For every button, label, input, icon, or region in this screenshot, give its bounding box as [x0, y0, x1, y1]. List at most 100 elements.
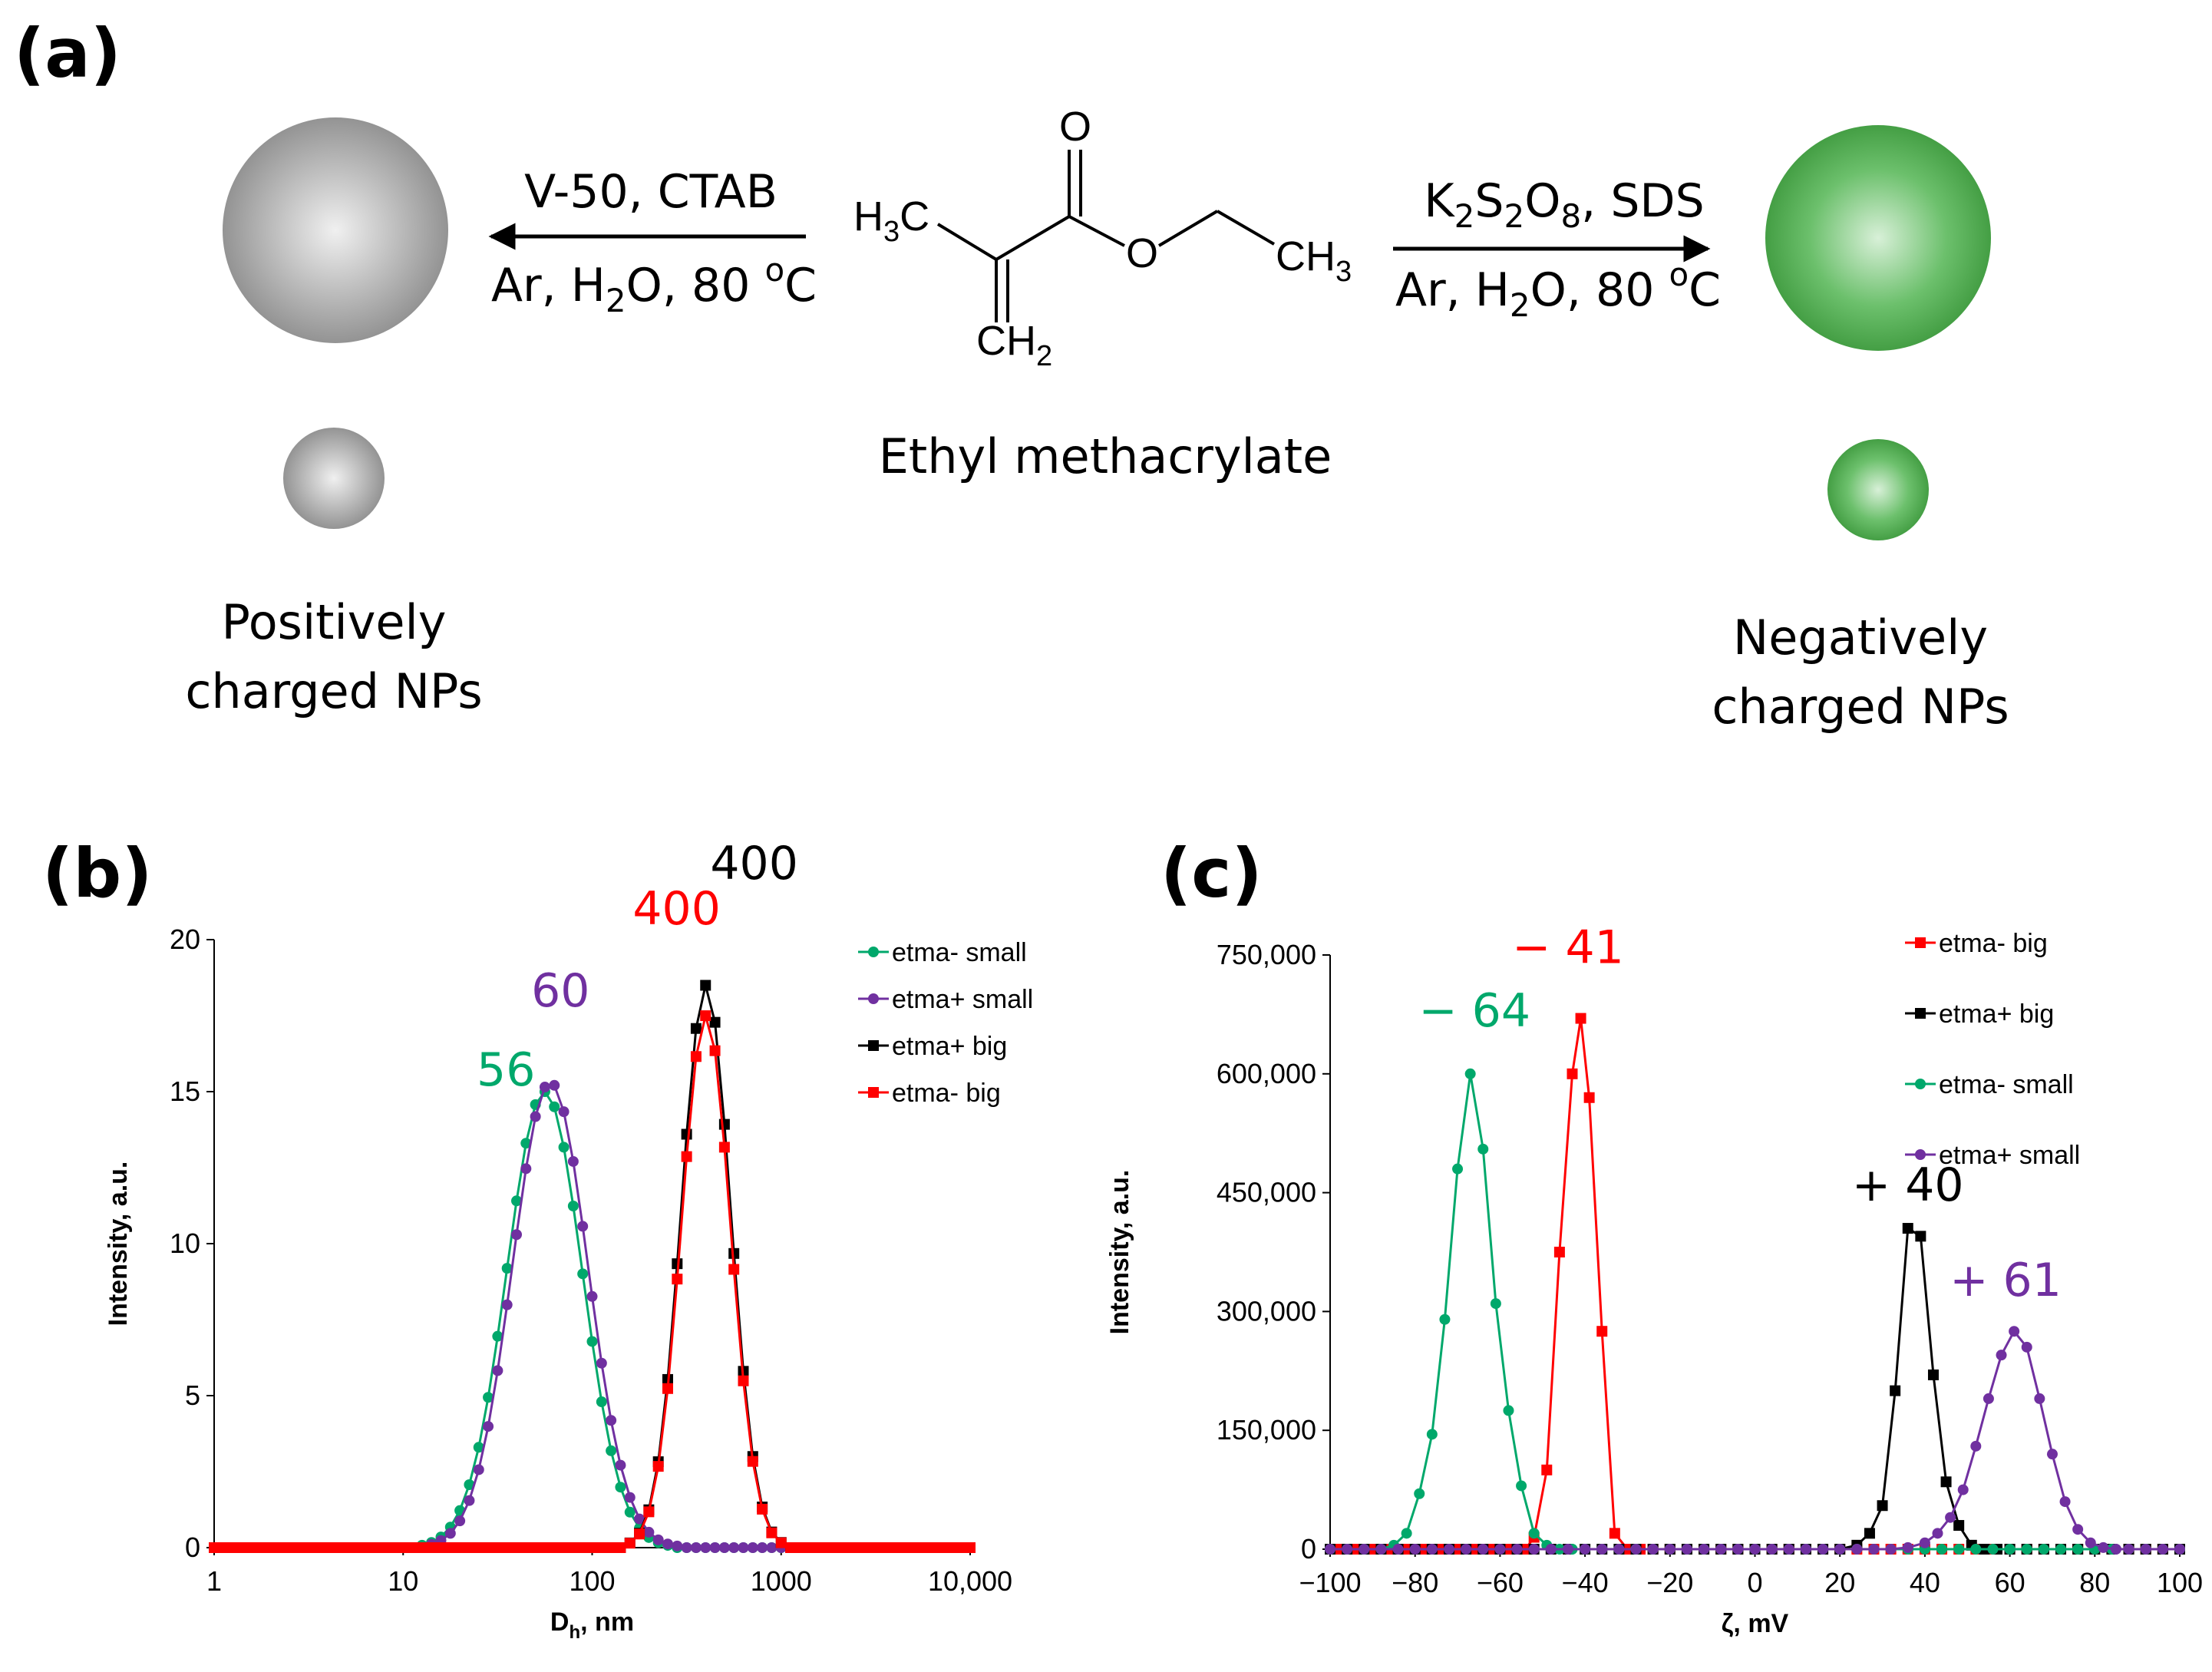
- data-point: [917, 1542, 929, 1553]
- data-point: [785, 1542, 797, 1553]
- series-etma-small: [209, 1079, 976, 1553]
- series-etma-big: [209, 980, 976, 1553]
- series-etma-small: [209, 1086, 976, 1553]
- data-point: [577, 1542, 589, 1553]
- data-point: [718, 1142, 730, 1153]
- x-tick-label: −40: [1562, 1567, 1609, 1598]
- data-point: [681, 1151, 692, 1162]
- panel-label-a: (a): [14, 14, 121, 93]
- data-point: [690, 1023, 702, 1034]
- data-point: [841, 1542, 853, 1553]
- data-point: [1957, 1484, 1969, 1495]
- y-tick-label: 0: [185, 1532, 200, 1563]
- x-axis-title: ζ, mV: [1722, 1609, 1789, 1638]
- data-point: [1647, 1544, 1659, 1555]
- data-point: [426, 1542, 437, 1553]
- data-point: [473, 1464, 484, 1475]
- x-tick-label: 40: [1910, 1567, 1940, 1598]
- data-point: [851, 1542, 863, 1553]
- data-point: [454, 1515, 466, 1527]
- data-point: [1927, 1369, 1939, 1380]
- data-point: [2123, 1544, 2134, 1555]
- data-point: [501, 1542, 513, 1553]
- group-h3c: H3C: [853, 193, 929, 248]
- data-point: [483, 1392, 494, 1403]
- data-point: [794, 1542, 806, 1553]
- data-point: [473, 1442, 484, 1453]
- data-point: [946, 1542, 957, 1553]
- data-point: [624, 1538, 636, 1549]
- data-point: [880, 1542, 891, 1553]
- data-point: [1834, 1544, 1846, 1555]
- data-point: [511, 1542, 522, 1553]
- negative-caption-line2: charged NPs: [1712, 679, 2009, 735]
- data-point: [700, 980, 711, 991]
- data-point: [832, 1542, 844, 1553]
- legend-marker: [868, 1040, 879, 1051]
- data-point: [1575, 1013, 1586, 1024]
- right-conditions-line2: Ar, H2O, 80 oC: [1395, 256, 1721, 324]
- data-point: [2174, 1544, 2185, 1555]
- data-point: [2059, 1496, 2071, 1508]
- legend-entry: etma+ small: [1905, 1141, 2080, 1170]
- x-tick-label: −20: [1646, 1567, 1693, 1598]
- data-point: [1409, 1544, 1421, 1555]
- peak-annotation: 400: [710, 837, 798, 891]
- legend-entry: etma+ big: [858, 1032, 1007, 1061]
- data-point: [1494, 1544, 1506, 1555]
- legend-label: etma+ small: [892, 985, 1033, 1014]
- data-point: [1919, 1537, 1930, 1548]
- data-point: [1461, 1544, 1472, 1555]
- legend-label: etma- small: [1939, 1070, 2074, 1099]
- data-point: [596, 1357, 607, 1369]
- x-tick-label: 100: [2157, 1567, 2203, 1598]
- positive-caption-line2: charged NPs: [185, 663, 482, 719]
- data-point: [1996, 1350, 2007, 1361]
- legend-label: etma- small: [892, 938, 1027, 967]
- data-point: [672, 1258, 683, 1270]
- data-point: [1953, 1520, 1965, 1532]
- data-point: [2009, 1326, 2020, 1337]
- data-point: [1567, 1068, 1578, 1079]
- data-point: [416, 1542, 428, 1553]
- data-point: [1609, 1528, 1620, 1539]
- data-point: [926, 1542, 938, 1553]
- data-point: [700, 1542, 711, 1553]
- data-point: [936, 1542, 948, 1553]
- data-point: [464, 1495, 475, 1506]
- data-point: [520, 1138, 532, 1149]
- data-point: [596, 1542, 607, 1553]
- data-point: [1864, 1528, 1875, 1539]
- data-point: [775, 1537, 787, 1548]
- data-point: [672, 1274, 683, 1285]
- data-point: [1890, 1385, 1901, 1396]
- data-point: [549, 1079, 560, 1091]
- data-point: [520, 1542, 532, 1553]
- peak-annotation: − 64: [1418, 984, 1530, 1038]
- data-point: [718, 1119, 730, 1130]
- data-point: [483, 1542, 494, 1553]
- data-point: [2098, 1541, 2109, 1553]
- data-point: [757, 1503, 768, 1515]
- data-point: [520, 1163, 532, 1175]
- data-point: [1392, 1544, 1404, 1555]
- data-point: [539, 1082, 550, 1093]
- data-point: [1915, 1231, 1926, 1242]
- y-tick-label: 10: [170, 1228, 200, 1259]
- data-point: [766, 1542, 778, 1553]
- x-tick-label: 10: [388, 1565, 418, 1597]
- x-tick-label: 80: [2079, 1567, 2110, 1598]
- panel-label-b: (b): [42, 834, 152, 913]
- y-tick-label: 5: [185, 1380, 200, 1411]
- data-point: [577, 1268, 589, 1280]
- legend-entry: etma+ big: [1905, 1000, 2054, 1029]
- data-point: [473, 1542, 484, 1553]
- negative-caption-line1: Negatively: [1733, 610, 1988, 666]
- y-tick-label: 450,000: [1217, 1177, 1316, 1208]
- legend-label: etma- big: [1939, 929, 2048, 958]
- data-point: [1800, 1544, 1811, 1555]
- y-tick-label: 15: [170, 1076, 200, 1107]
- data-point: [860, 1542, 872, 1553]
- data-point: [2038, 1544, 2049, 1555]
